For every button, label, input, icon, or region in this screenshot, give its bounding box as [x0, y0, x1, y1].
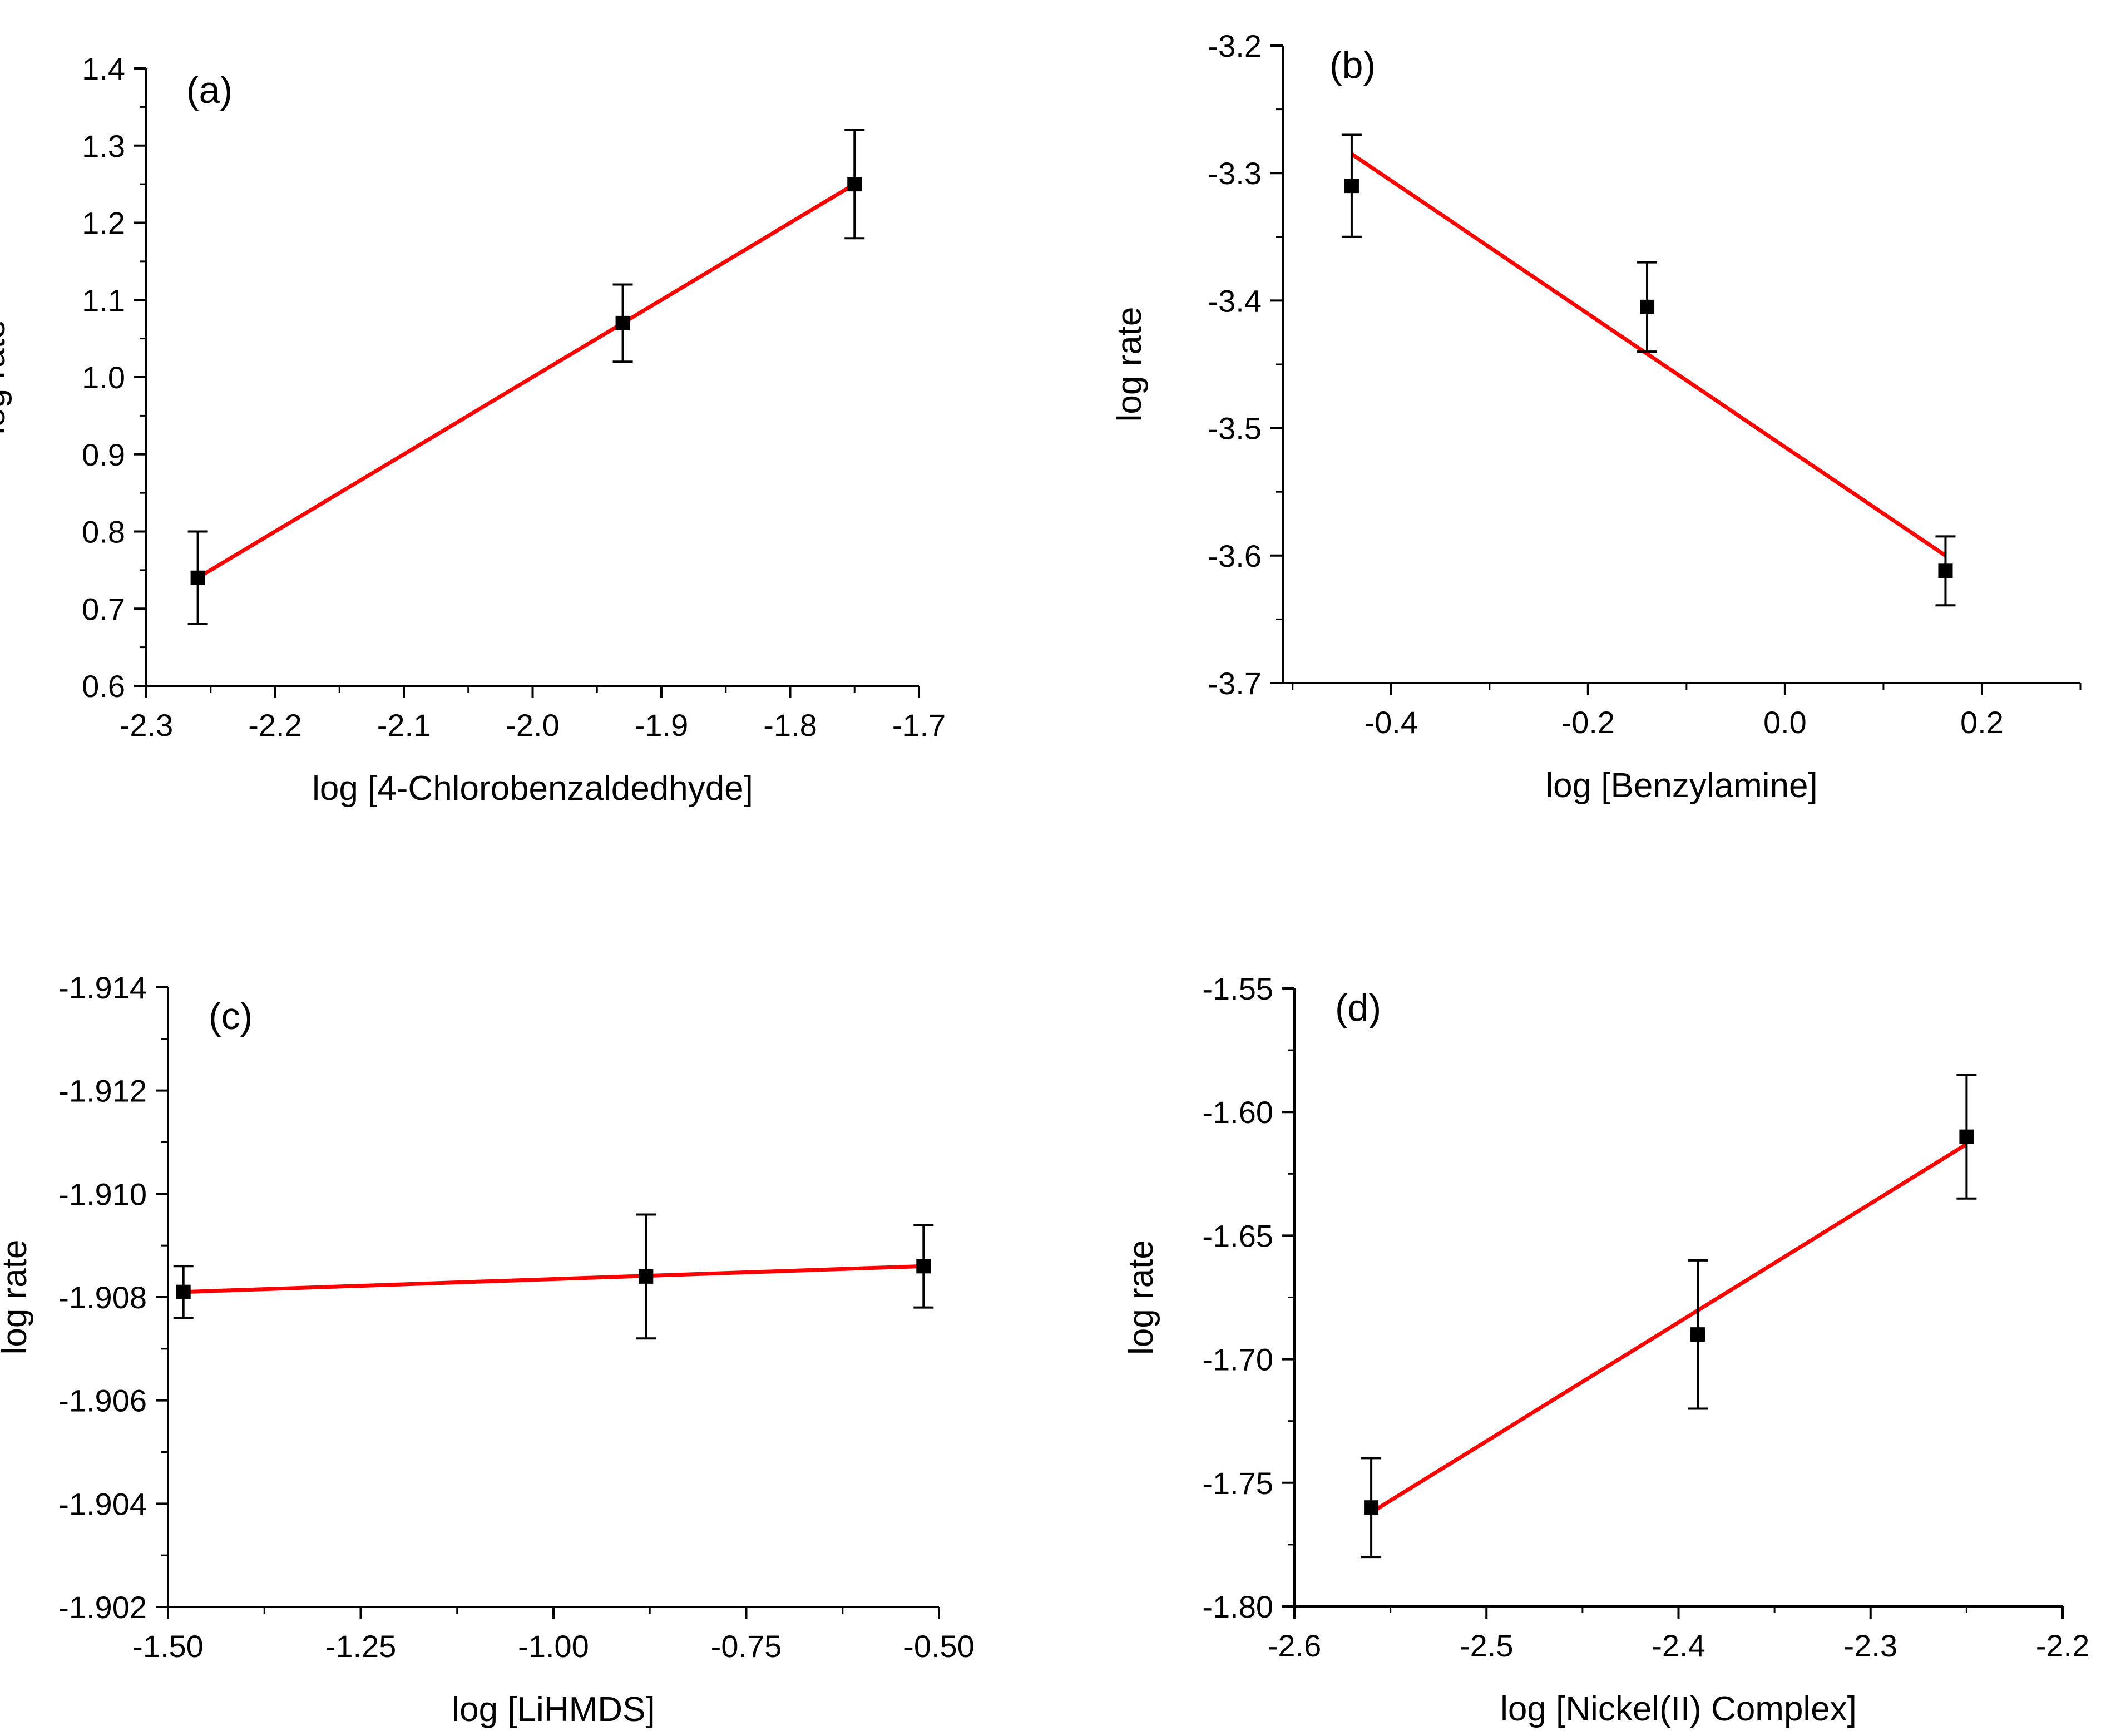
- fit-line: [1370, 1142, 1968, 1515]
- panel-d: -2.6 -2.5 -2.4 -2.3 -2.2 -1.80 -1.75 -1.70 -1.65…: [1122, 971, 2089, 1728]
- x-tick-label: -1.7: [892, 708, 946, 743]
- x-tick-label: -2.4: [1652, 1628, 1705, 1663]
- data-point: [916, 1259, 931, 1274]
- x-tick-label: -1.00: [518, 1629, 589, 1664]
- x-tick-label: -1.50: [132, 1629, 204, 1664]
- fit-line: [1350, 152, 1947, 557]
- y-tick-label: -1.70: [1202, 1342, 1273, 1377]
- y-tick-label: -3.7: [1208, 666, 1262, 701]
- y-axis-title: log rate: [1110, 307, 1149, 422]
- x-tick-label: -2.3: [1844, 1628, 1898, 1663]
- y-tick-label: -1.55: [1202, 971, 1273, 1006]
- panel-label: (a): [186, 69, 233, 111]
- y-tick-label: -1.912: [58, 1074, 147, 1109]
- panel-label: (b): [1329, 44, 1376, 86]
- y-tick-label: 1.4: [82, 51, 125, 86]
- panel-a: -2.3 -2.2 -2.1 -2.0 -1.9 -1.8 -1.7 0.6 0.7 0.8 0.9…: [0, 51, 946, 808]
- y-tick-label: 1.0: [82, 360, 125, 395]
- x-tick-label: -2.2: [248, 708, 302, 743]
- data-point: [190, 570, 205, 585]
- data-point: [176, 1284, 191, 1299]
- x-tick-label: -2.2: [2036, 1628, 2090, 1663]
- x-axis-title: log [4-Chlorobenzaldedhyde]: [312, 769, 753, 808]
- panel-label: (d): [1335, 987, 1381, 1029]
- y-tick-label: -1.80: [1202, 1589, 1273, 1624]
- x-tick-label: -2.3: [120, 708, 174, 743]
- data-point: [1938, 563, 1953, 578]
- y-tick-label: 1.1: [82, 283, 125, 318]
- y-tick-label: -1.75: [1202, 1466, 1273, 1501]
- data-point: [847, 177, 862, 192]
- data-point: [1364, 1500, 1379, 1515]
- y-tick-label: 0.9: [82, 437, 125, 472]
- x-tick-label: -2.0: [506, 708, 560, 743]
- y-tick-label: -1.902: [58, 1590, 147, 1625]
- y-tick-label: -1.910: [58, 1176, 147, 1211]
- x-axis-title: log [Nickel(II) Complex]: [1500, 1690, 1857, 1728]
- data-point: [615, 315, 630, 330]
- data-point: [639, 1269, 654, 1284]
- x-tick-label: -0.2: [1561, 705, 1615, 740]
- x-tick-label: 0.2: [1960, 705, 2004, 740]
- panel-label: (c): [209, 995, 253, 1037]
- y-tick-label: -1.904: [58, 1486, 147, 1521]
- y-tick-label: -3.2: [1208, 28, 1262, 63]
- x-tick-label: -2.5: [1460, 1628, 1514, 1663]
- y-tick-label: -1.60: [1202, 1095, 1273, 1130]
- data-point: [1640, 299, 1655, 314]
- x-axis-title: log [LiHMDS]: [452, 1690, 655, 1729]
- x-tick-label: -2.1: [377, 708, 431, 743]
- x-tick-label: -0.4: [1364, 705, 1418, 740]
- y-tick-label: -3.5: [1208, 411, 1262, 446]
- y-axis-title: log rate: [1122, 1240, 1160, 1355]
- fit-line: [196, 182, 856, 580]
- y-axis-title: log rate: [0, 1240, 34, 1355]
- y-tick-label: 0.8: [82, 515, 125, 550]
- y-tick-label: -1.914: [58, 970, 147, 1005]
- y-tick-label: -1.908: [58, 1280, 147, 1315]
- x-tick-label: 0.0: [1763, 705, 1807, 740]
- y-axis-title: log rate: [0, 320, 12, 435]
- x-tick-label: -1.9: [635, 708, 689, 743]
- x-tick-label: -1.8: [763, 708, 817, 743]
- data-point: [1959, 1129, 1974, 1144]
- y-tick-label: -1.906: [58, 1383, 147, 1418]
- y-tick-label: 0.7: [82, 591, 125, 626]
- y-tick-label: -1.65: [1202, 1218, 1273, 1253]
- y-tick-label: 1.2: [82, 206, 125, 241]
- x-axis-title: log [Benzylamine]: [1545, 766, 1817, 805]
- fit-line: [183, 1264, 924, 1294]
- y-tick-label: -3.6: [1208, 538, 1262, 573]
- x-tick-label: -2.6: [1268, 1628, 1322, 1663]
- y-tick-label: 0.6: [82, 669, 125, 704]
- x-tick-label: -0.75: [711, 1629, 782, 1664]
- x-tick-label: -1.25: [325, 1629, 397, 1664]
- x-tick-label: -0.50: [903, 1629, 975, 1664]
- y-tick-label: -3.3: [1208, 156, 1262, 191]
- y-tick-label: 1.3: [82, 128, 125, 164]
- panel-c: -1.50 -1.25 -1.00 -0.75 -0.50 -1.902 -1.904 -1.…: [0, 970, 975, 1729]
- panel-b: -0.4 -0.2 0.0 0.2 -3.7 -3.6 -3.5 -3.4 -3.3 -3.2 lo…: [1110, 28, 2082, 805]
- data-point: [1344, 179, 1359, 194]
- y-tick-label: -3.4: [1208, 283, 1262, 318]
- data-point: [1690, 1327, 1705, 1342]
